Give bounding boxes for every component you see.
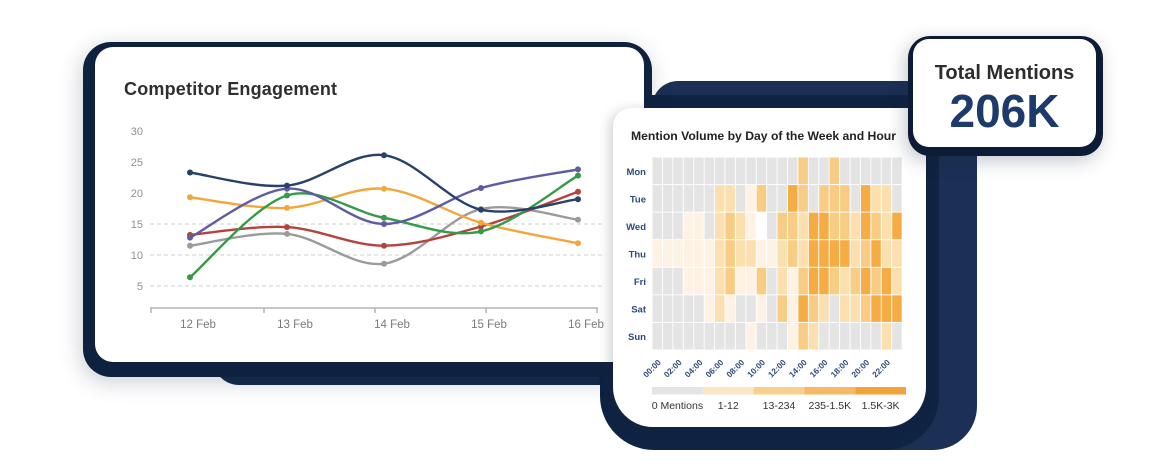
svg-text:Wed: Wed [626, 222, 646, 233]
svg-text:14:00: 14:00 [787, 357, 809, 379]
svg-text:25: 25 [131, 157, 143, 169]
svg-text:Thu: Thu [629, 250, 647, 261]
svg-text:15: 15 [131, 219, 143, 231]
svg-text:13-234: 13-234 [763, 400, 796, 412]
svg-text:02:00: 02:00 [662, 357, 684, 379]
svg-text:14 Feb: 14 Feb [374, 319, 410, 331]
svg-text:Fri: Fri [634, 277, 646, 288]
svg-text:0 Mentions: 0 Mentions [652, 400, 703, 412]
svg-text:04:00: 04:00 [683, 357, 705, 379]
svg-text:10: 10 [131, 250, 143, 262]
svg-text:Sun: Sun [628, 332, 646, 343]
svg-text:20:00: 20:00 [849, 357, 871, 379]
svg-text:16:00: 16:00 [808, 357, 830, 379]
svg-text:06:00: 06:00 [703, 357, 725, 379]
svg-text:18:00: 18:00 [828, 357, 850, 379]
svg-text:16 Feb: 16 Feb [568, 319, 604, 331]
svg-text:15 Feb: 15 Feb [471, 319, 507, 331]
svg-text:30: 30 [131, 126, 143, 138]
svg-text:235-1.5K: 235-1.5K [808, 400, 851, 412]
svg-text:Tue: Tue [630, 194, 646, 205]
svg-text:10:00: 10:00 [745, 357, 767, 379]
svg-text:5: 5 [137, 281, 143, 293]
svg-text:08:00: 08:00 [724, 357, 746, 379]
svg-text:20: 20 [131, 188, 143, 200]
svg-text:12:00: 12:00 [766, 357, 788, 379]
svg-text:13 Feb: 13 Feb [277, 319, 313, 331]
svg-text:Sat: Sat [631, 305, 647, 316]
svg-text:12 Feb: 12 Feb [180, 319, 216, 331]
svg-text:00:00: 00:00 [641, 357, 663, 379]
svg-text:1.5K-3K: 1.5K-3K [862, 400, 900, 412]
svg-text:Mon: Mon [626, 167, 646, 178]
svg-text:1-12: 1-12 [718, 400, 739, 412]
svg-text:22:00: 22:00 [870, 357, 892, 379]
